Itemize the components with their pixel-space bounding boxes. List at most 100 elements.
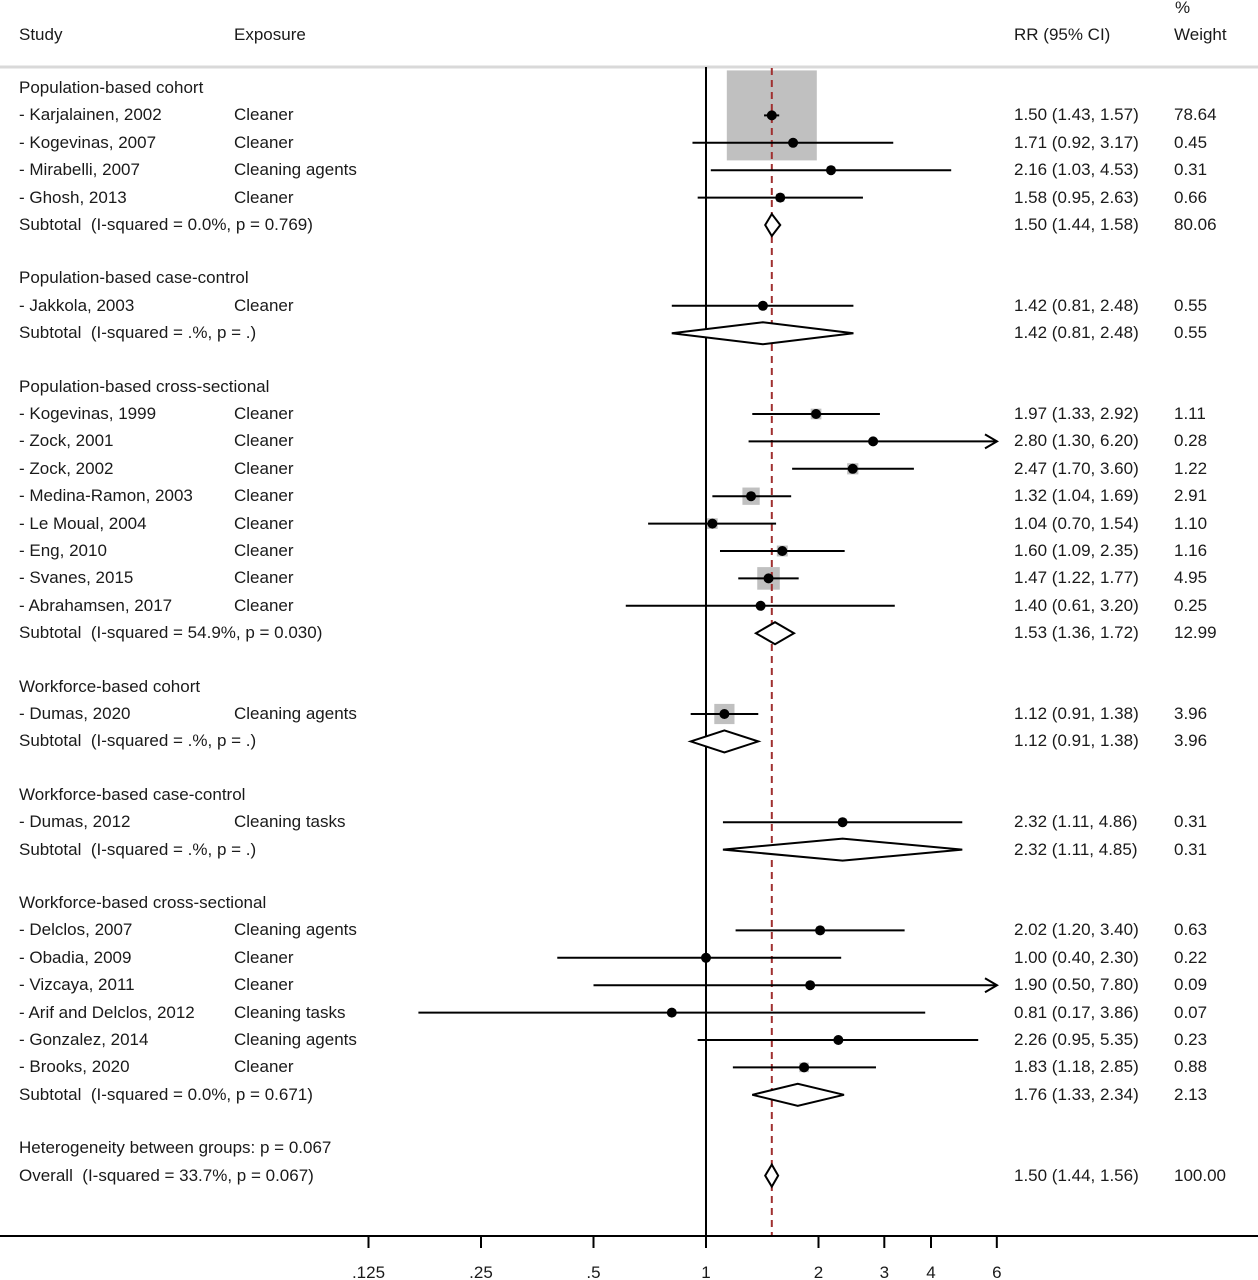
- study-point: [847, 463, 858, 474]
- study-ci: 1.42 (0.81, 2.48): [1014, 295, 1139, 315]
- study-name: - Mirabelli, 2007: [19, 160, 140, 180]
- study-weight: 3.96: [1174, 704, 1208, 723]
- study-name: - Kogevinas, 1999: [19, 404, 157, 423]
- study-point: [837, 817, 848, 828]
- study-ci: 1.40 (0.61, 3.20): [1014, 595, 1139, 615]
- study-point: [825, 165, 836, 176]
- overall-weight: 100.00: [1174, 1165, 1226, 1185]
- study-point: [805, 980, 816, 991]
- subtotal-ci: 1.12 (0.91, 1.38): [1014, 731, 1139, 751]
- x-axis-tick-label: 2: [814, 1263, 823, 1280]
- study-name: - Zock, 2002: [19, 458, 114, 478]
- group-heading: Workforce-based cohort: [19, 676, 201, 696]
- study-exposure: Cleaner: [234, 105, 294, 125]
- study-weight: 4.95: [1174, 568, 1208, 588]
- study-name: - Svanes, 2015: [19, 568, 134, 588]
- study-exposure: Cleaner: [234, 947, 294, 967]
- study-name: - Dumas, 2020: [19, 704, 131, 723]
- x-axis-tick-label: 3: [880, 1263, 889, 1280]
- study-name: - Vizcaya, 2011: [19, 975, 135, 995]
- study-point: [799, 1062, 810, 1073]
- study-ci: 2.32 (1.11, 4.86): [1014, 812, 1138, 832]
- study-name: - Eng, 2010: [19, 541, 107, 560]
- study-weight: 0.23: [1174, 1030, 1208, 1049]
- study-ci: 0.81 (0.17, 3.86): [1014, 1002, 1139, 1022]
- study-exposure: Cleaning agents: [234, 920, 357, 940]
- study-weight: 78.64: [1174, 105, 1217, 125]
- subtotal-label: Subtotal (I-squared = 0.0%, p = 0.769): [19, 215, 313, 234]
- study-exposure: Cleaner: [234, 187, 294, 207]
- study-weight: 0.55: [1174, 295, 1208, 315]
- heterogeneity-text: Heterogeneity between groups: p = 0.067: [19, 1138, 332, 1158]
- study-name: - Ghosh, 2013: [19, 187, 127, 207]
- study-name: - Delclos, 2007: [19, 920, 133, 940]
- study-name: - Dumas, 2012: [19, 812, 131, 832]
- subtotal-weight: 0.31: [1174, 839, 1208, 859]
- overall-label: Overall (I-squared = 33.7%, p = 0.067): [19, 1165, 314, 1185]
- study-name: - Obadia, 2009: [19, 947, 132, 967]
- study-exposure: Cleaner: [234, 975, 294, 995]
- study-exposure: Cleaning tasks: [234, 812, 346, 832]
- study-ci: 2.80 (1.30, 6.20): [1014, 431, 1139, 451]
- subtotal-ci: 1.76 (1.33, 2.34): [1014, 1084, 1139, 1104]
- study-weight: 0.31: [1174, 812, 1208, 832]
- subtotal-label: Subtotal (I-squared = .%, p = .): [19, 731, 257, 751]
- x-axis-tick-label: .125: [352, 1263, 385, 1280]
- study-exposure: Cleaner: [234, 595, 294, 615]
- study-name: - Kogevinas, 2007: [19, 132, 157, 152]
- header-study: Study: [19, 25, 63, 44]
- study-point: [766, 110, 777, 121]
- subtotal-label: Subtotal (I-squared = 54.9%, p = 0.030): [19, 623, 323, 643]
- study-name: - Arif and Delclos, 2012: [19, 1002, 195, 1022]
- study-exposure: Cleaning agents: [234, 704, 357, 723]
- study-point: [707, 518, 718, 529]
- study-ci: 2.47 (1.70, 3.60): [1014, 458, 1139, 478]
- study-point: [666, 1007, 677, 1018]
- study-name: - Karjalainen, 2002: [19, 105, 162, 125]
- group-heading: Population-based cohort: [19, 78, 204, 97]
- study-exposure: Cleaner: [234, 404, 294, 423]
- study-ci: 1.83 (1.18, 2.85): [1014, 1057, 1139, 1077]
- header-weight: Weight: [1174, 25, 1227, 44]
- study-weight: 1.22: [1174, 458, 1208, 478]
- study-name: - Gonzalez, 2014: [19, 1030, 149, 1049]
- study-name: - Zock, 2001: [19, 431, 114, 451]
- study-ci: 1.47 (1.22, 1.77): [1014, 568, 1139, 588]
- study-ci: 1.50 (1.43, 1.57): [1014, 105, 1139, 125]
- subtotal-diamond: [753, 621, 797, 646]
- subtotal-diamond: [687, 729, 762, 754]
- study-weight: 2.91: [1174, 486, 1208, 506]
- study-ci: 1.90 (0.50, 7.80): [1014, 975, 1139, 995]
- study-weight: 1.10: [1174, 513, 1208, 533]
- study-exposure: Cleaner: [234, 132, 294, 152]
- study-exposure: Cleaner: [234, 541, 294, 560]
- study-point: [777, 546, 788, 556]
- study-point: [868, 436, 879, 447]
- study-weight: 0.45: [1174, 132, 1208, 152]
- overall-diamond: [764, 1162, 780, 1189]
- study-point: [719, 709, 730, 719]
- study-point: [755, 600, 766, 611]
- study-ci: 1.12 (0.91, 1.38): [1014, 704, 1139, 723]
- x-axis-tick-label: 6: [992, 1263, 1001, 1280]
- subtotal-label: Subtotal (I-squared = .%, p = .): [19, 839, 257, 859]
- study-point: [746, 491, 757, 502]
- x-axis-tick-label: .5: [586, 1263, 600, 1280]
- study-weight: 1.16: [1174, 541, 1208, 560]
- group-heading: Population-based case-control: [19, 268, 249, 288]
- study-weight: 0.28: [1174, 431, 1208, 451]
- study-point: [763, 573, 774, 584]
- study-name: - Medina-Ramon, 2003: [19, 486, 193, 506]
- header-exposure: Exposure: [234, 25, 306, 44]
- study-ci: 2.16 (1.03, 4.53): [1014, 160, 1139, 180]
- x-axis-tick-label: 4: [926, 1263, 935, 1280]
- study-ci: 1.00 (0.40, 2.30): [1014, 947, 1139, 967]
- x-axis-tick-label: 1: [701, 1263, 710, 1280]
- study-weight: 0.09: [1174, 975, 1208, 995]
- study-exposure: Cleaner: [234, 431, 294, 451]
- subtotal-label: Subtotal (I-squared = .%, p = .): [19, 323, 257, 343]
- group-heading: Workforce-based cross-sectional: [19, 893, 267, 912]
- study-ci-arrow: [984, 977, 999, 994]
- subtotal-weight: 12.99: [1174, 623, 1217, 643]
